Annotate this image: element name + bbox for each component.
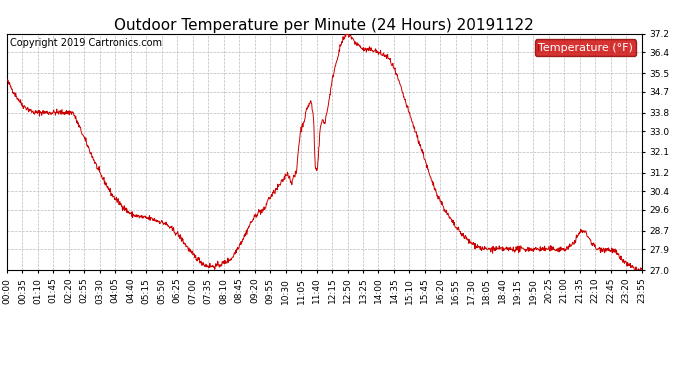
- Legend: Temperature (°F): Temperature (°F): [535, 39, 636, 56]
- Text: Copyright 2019 Cartronics.com: Copyright 2019 Cartronics.com: [10, 39, 162, 48]
- Title: Outdoor Temperature per Minute (24 Hours) 20191122: Outdoor Temperature per Minute (24 Hours…: [115, 18, 534, 33]
